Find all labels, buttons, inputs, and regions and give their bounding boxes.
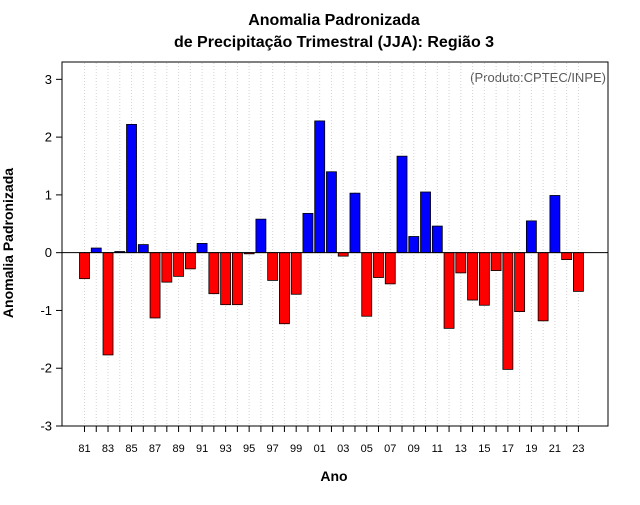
- x-tick-label: 19: [525, 443, 537, 455]
- x-tick-label: 09: [408, 443, 420, 455]
- bar-06: [373, 252, 384, 278]
- bar-87: [149, 252, 161, 319]
- bars: [79, 120, 584, 370]
- bar-07: [384, 252, 396, 285]
- y-tick-label: -2: [40, 361, 52, 376]
- x-tick-label: 23: [572, 443, 584, 455]
- bar-13: [455, 252, 467, 274]
- y-tick-label: 1: [45, 187, 52, 202]
- x-tick-label: 15: [478, 443, 490, 455]
- bar-19: [525, 220, 537, 254]
- bar-09: [408, 236, 420, 254]
- x-tick-label: 83: [102, 443, 114, 455]
- x-tick-label: 03: [337, 443, 349, 455]
- credit-label: (Produto:CPTEC/INPE): [470, 70, 606, 85]
- bar-14: [467, 252, 478, 301]
- x-tick-label: 17: [502, 443, 514, 455]
- x-tick-label: 95: [243, 443, 255, 455]
- bar-05: [361, 252, 373, 317]
- bar-04: [349, 192, 361, 254]
- bar-99: [290, 252, 302, 295]
- chart-title-line1: Anomalia Padronizada: [248, 12, 420, 29]
- bar-03: [337, 252, 349, 257]
- chart-title-line2: de Precipitação Trimestral (JJA): Região…: [174, 34, 494, 51]
- bar-92: [208, 252, 220, 295]
- bar-02: [326, 171, 337, 254]
- bar-23: [573, 252, 584, 292]
- y-tick-label: 3: [45, 72, 52, 87]
- bar-00: [302, 212, 314, 254]
- y-tick-label: -1: [40, 303, 52, 318]
- y-tick-label: 0: [45, 245, 52, 260]
- bar-81: [79, 252, 90, 280]
- x-axis-label: Ano: [320, 468, 347, 484]
- x-tick-label: 97: [267, 443, 279, 455]
- y-tick-label: 2: [45, 130, 52, 145]
- bar-01: [314, 120, 326, 254]
- x-tick-label: 85: [125, 443, 137, 455]
- bar-94: [231, 252, 243, 306]
- x-tick-label: 99: [290, 443, 302, 455]
- axes: [61, 61, 609, 427]
- x-tick-label: 05: [361, 443, 373, 455]
- x-tick-label: 91: [196, 443, 208, 455]
- x-tick-label: 89: [172, 443, 184, 455]
- x-tick-label: 93: [219, 443, 231, 455]
- bar-98: [279, 252, 290, 325]
- x-tick-label: 07: [384, 443, 396, 455]
- x-tick-label: 11: [432, 443, 443, 455]
- bar-83: [102, 252, 114, 356]
- bar-96: [255, 218, 267, 254]
- bar-15: [478, 252, 490, 306]
- bar-89: [173, 252, 184, 277]
- x-tick-label: 87: [149, 443, 161, 455]
- bar-10: [420, 191, 431, 254]
- bar-86: [137, 244, 149, 254]
- bar-12: [443, 252, 455, 329]
- x-tick-label: 81: [78, 443, 90, 455]
- bar-91: [196, 243, 208, 254]
- bar-11: [431, 225, 443, 254]
- x-tick-label: 01: [314, 443, 326, 455]
- bar-20: [537, 252, 549, 322]
- x-tick-label: 13: [455, 443, 467, 455]
- bar-90: [184, 252, 196, 270]
- y-tick-label: -3: [40, 419, 52, 434]
- bar-82: [90, 247, 102, 254]
- bar-22: [561, 252, 573, 261]
- bar-88: [161, 252, 173, 283]
- bar-08: [396, 155, 408, 254]
- x-tick-label: 21: [549, 443, 561, 455]
- bar-17: [502, 252, 514, 370]
- bar-16: [490, 252, 502, 271]
- bar-21: [549, 195, 561, 254]
- plot-frame: [61, 61, 609, 427]
- bar-18: [514, 252, 526, 313]
- bar-97: [267, 252, 279, 281]
- y-axis-label: Anomalia Padronizada: [0, 168, 16, 318]
- bar-93: [220, 252, 232, 306]
- bar-85: [126, 124, 137, 254]
